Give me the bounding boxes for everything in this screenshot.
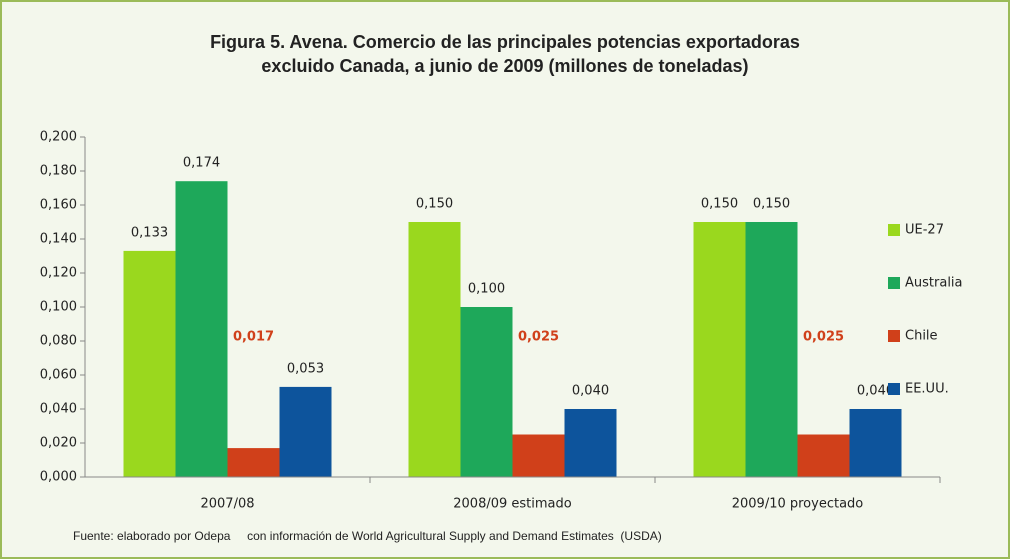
data-label: 0,174 bbox=[183, 156, 220, 171]
y-tick-label: 0,160 bbox=[40, 198, 77, 213]
bar bbox=[797, 434, 850, 477]
data-label: 0,025 bbox=[803, 330, 844, 345]
y-tick-label: 0,200 bbox=[40, 130, 77, 145]
legend-label: EE.UU. bbox=[905, 382, 949, 397]
source-note: Fuente: elaborado por Odepa con informac… bbox=[73, 529, 662, 543]
bar bbox=[693, 222, 746, 477]
bar bbox=[512, 434, 565, 477]
bar bbox=[460, 307, 513, 477]
data-label: 0,053 bbox=[287, 361, 324, 376]
y-tick-label: 0,060 bbox=[40, 368, 77, 383]
data-label: 0,150 bbox=[701, 197, 738, 212]
y-tick-label: 0,100 bbox=[40, 300, 77, 315]
legend-label: Chile bbox=[905, 329, 938, 344]
bar bbox=[279, 386, 332, 477]
chart-title: Figura 5. Avena. Comercio de las princip… bbox=[210, 32, 800, 52]
y-tick-label: 0,140 bbox=[40, 232, 77, 247]
bar bbox=[849, 409, 902, 477]
legend-swatch bbox=[888, 224, 900, 236]
data-label: 0,133 bbox=[131, 225, 168, 240]
data-label: 0,040 bbox=[857, 384, 894, 399]
chart-title: excluido Canada, a junio de 2009 (millon… bbox=[261, 56, 748, 76]
legend-swatch bbox=[888, 330, 900, 342]
data-label: 0,150 bbox=[416, 197, 453, 212]
x-tick-label: 2007/08 bbox=[200, 497, 254, 512]
x-tick-label: 2009/10 proyectado bbox=[732, 497, 864, 512]
bar bbox=[745, 222, 798, 477]
bar bbox=[175, 181, 228, 477]
legend-label: Australia bbox=[905, 276, 963, 291]
legend-swatch bbox=[888, 383, 900, 395]
legend-swatch bbox=[888, 277, 900, 289]
y-tick-label: 0,120 bbox=[40, 266, 77, 281]
bar bbox=[227, 448, 280, 477]
bar bbox=[564, 409, 617, 477]
data-label: 0,040 bbox=[572, 384, 609, 399]
y-tick-label: 0,080 bbox=[40, 334, 77, 349]
y-tick-label: 0,020 bbox=[40, 436, 77, 451]
y-tick-label: 0,040 bbox=[40, 402, 77, 417]
data-label: 0,150 bbox=[753, 197, 790, 212]
data-label: 0,025 bbox=[518, 330, 559, 345]
y-tick-label: 0,180 bbox=[40, 164, 77, 179]
y-tick-label: 0,000 bbox=[40, 470, 77, 485]
legend-label: UE-27 bbox=[905, 223, 944, 238]
data-label: 0,100 bbox=[468, 282, 505, 297]
bar bbox=[408, 222, 461, 477]
data-label: 0,017 bbox=[233, 330, 274, 345]
x-tick-label: 2008/09 estimado bbox=[453, 497, 572, 512]
bar bbox=[123, 250, 176, 477]
